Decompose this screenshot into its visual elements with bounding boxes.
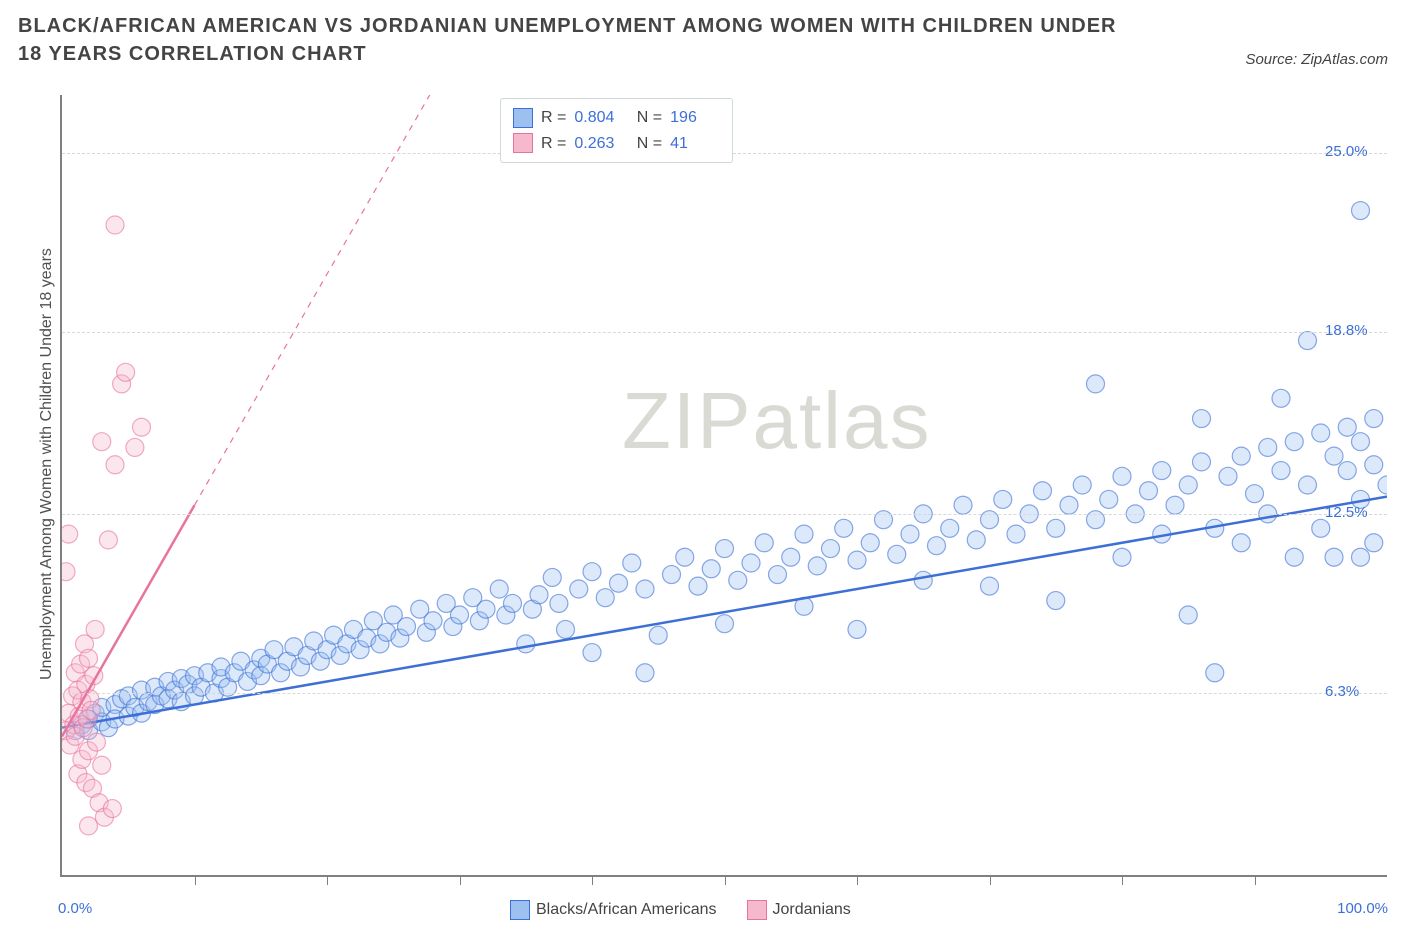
legend-swatch-pink [513,133,533,153]
y-axis-title: Unemployment Among Women with Children U… [38,248,56,680]
r-value-0: 0.804 [574,105,624,131]
chart-title: BLACK/AFRICAN AMERICAN VS JORDANIAN UNEM… [18,12,1118,68]
scatter-svg [62,95,1387,875]
n-value-0: 196 [670,105,720,131]
legend-series: Blacks/African Americans Jordanians [510,900,851,920]
series-swatch-0 [510,900,530,920]
x-axis-max-label: 100.0% [1337,900,1388,917]
source-label: Source: ZipAtlas.com [1245,51,1388,68]
legend-swatch-blue [513,108,533,128]
series-name-1: Jordanians [773,901,851,918]
series-swatch-1 [747,900,767,920]
y-tick-label: 6.3% [1325,683,1359,700]
y-tick-label: 18.8% [1325,322,1368,339]
x-axis-min-label: 0.0% [58,900,92,917]
n-value-1: 41 [670,131,720,157]
legend-stats: R = 0.804 N = 196 R = 0.263 N = 41 [500,98,733,163]
y-tick-label: 25.0% [1325,143,1368,160]
r-value-1: 0.263 [574,131,624,157]
y-tick-label: 12.5% [1325,504,1368,521]
plot-area: ZIPatlas [60,95,1387,877]
series-name-0: Blacks/African Americans [536,901,717,918]
